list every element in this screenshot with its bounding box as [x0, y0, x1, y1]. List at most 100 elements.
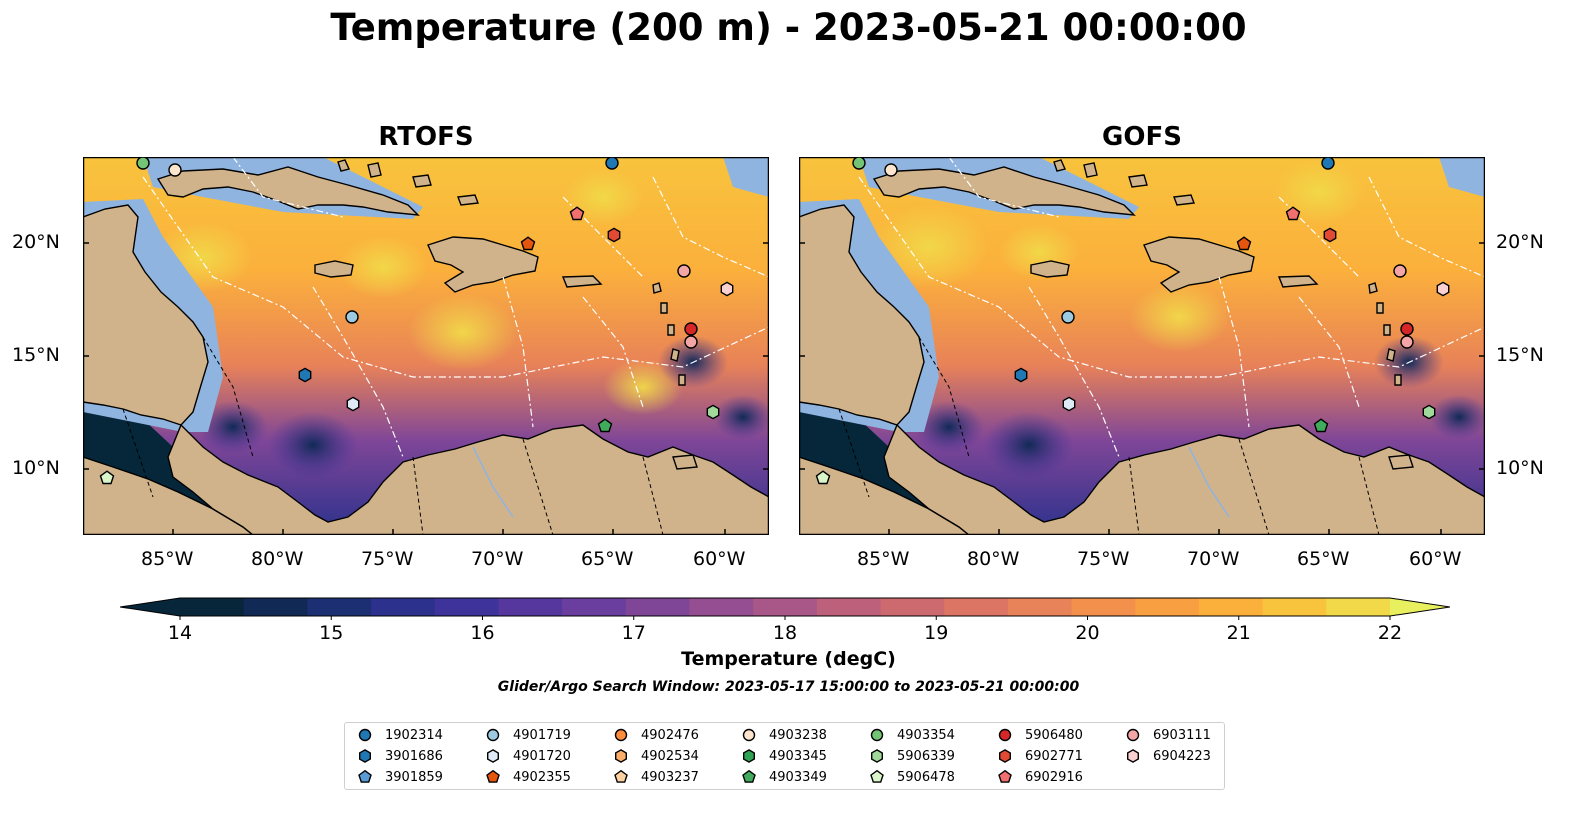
legend-circle-icon — [870, 728, 884, 742]
legend-marker-icon — [999, 749, 1012, 763]
float-marker — [569, 206, 585, 221]
float-marker — [1436, 281, 1450, 297]
legend-item: 6904223 — [1125, 746, 1211, 766]
legend-label: 6904223 — [1153, 748, 1211, 764]
legend-item: 1902314 — [357, 725, 443, 745]
x-tick-label-rtofs: 80°W — [251, 548, 304, 570]
float-marker — [684, 335, 698, 349]
float-marker — [706, 404, 720, 420]
legend-label: 4903349 — [769, 769, 827, 785]
float-marker — [1400, 322, 1414, 336]
float-marker — [99, 470, 115, 485]
legend-marker-icon — [742, 728, 756, 742]
legend-label: 5906339 — [897, 748, 955, 764]
float-marker — [605, 157, 619, 170]
x-tick-label-rtofs: 75°W — [361, 548, 414, 570]
float-marker — [815, 470, 831, 485]
x-tick-label-gofs: 70°W — [1187, 548, 1240, 570]
float-marker — [1285, 206, 1301, 221]
legend-label: 6902771 — [1025, 748, 1083, 764]
legend-marker-icon — [1127, 749, 1140, 763]
legend-label: 1902314 — [385, 727, 443, 743]
float-marker — [1061, 310, 1075, 324]
search-window-label: Glider/Argo Search Window: 2023-05-17 15… — [497, 679, 1080, 695]
legend-label: 4903237 — [641, 769, 699, 785]
legend-pentagon-icon — [870, 769, 884, 783]
legend-item: 3901686 — [357, 746, 443, 766]
legend-label: 4902476 — [641, 727, 699, 743]
colorbar-under-arrow — [120, 598, 180, 616]
float-marker — [345, 310, 359, 324]
legend-item: 5906480 — [997, 725, 1083, 745]
legend-item: 4903349 — [741, 767, 827, 787]
float-marker — [1313, 418, 1329, 433]
colorbar-tick-label: 21 — [1226, 622, 1251, 644]
legend-hexagon-icon — [743, 749, 756, 763]
legend-item: 4902534 — [613, 746, 699, 766]
legend-pentagon-icon — [742, 769, 756, 783]
float-marker — [684, 322, 698, 336]
float-marker — [1062, 396, 1076, 412]
float-marker — [1400, 335, 1414, 349]
legend-marker-icon — [998, 769, 1012, 783]
legend-item: 4903237 — [613, 767, 699, 787]
legend-item: 5906478 — [869, 767, 955, 787]
legend-pentagon-icon — [486, 769, 500, 783]
float-marker — [520, 236, 536, 251]
legend-item: 5906339 — [869, 746, 955, 766]
legend-item: 4902476 — [613, 725, 699, 745]
colorbar-tick-label: 15 — [319, 622, 344, 644]
legend-label: 4901719 — [513, 727, 571, 743]
legend-marker-icon — [487, 749, 500, 763]
legend-label: 5906478 — [897, 769, 955, 785]
legend-marker-icon — [359, 749, 372, 763]
legend-marker-icon — [486, 728, 500, 742]
legend-label: 6903111 — [1153, 727, 1211, 743]
float-marker — [884, 163, 898, 177]
colorbar-tick-label: 20 — [1075, 622, 1100, 644]
legend-marker-icon — [870, 769, 884, 783]
colorbar-tick-label: 22 — [1377, 622, 1403, 644]
legend-pentagon-icon — [358, 769, 372, 783]
legend-label: 5906480 — [1025, 727, 1083, 743]
float-marker — [677, 264, 691, 278]
colorbar-segment — [1135, 598, 1200, 616]
float-marker — [1323, 227, 1337, 243]
float-legend: 1902314 3901686 3901859 4901719 4901720 49023… — [344, 722, 1225, 790]
legend-circle-icon — [614, 728, 628, 742]
colorbar-segment — [689, 598, 754, 616]
float-marker — [1422, 404, 1436, 420]
colorbar-tick-label: 16 — [470, 622, 495, 644]
y-tick-label-right: 20°N — [1496, 231, 1544, 253]
legend-item: 4902355 — [485, 767, 571, 787]
legend-hexagon-icon — [487, 749, 500, 763]
colorbar-segment — [816, 598, 882, 616]
colorbar-segment — [625, 598, 690, 616]
float-marker — [597, 418, 613, 433]
colorbar-segment — [562, 598, 627, 616]
legend-marker-icon — [998, 728, 1012, 742]
colorbar-tick-label: 19 — [924, 622, 949, 644]
legend-label: 3901686 — [385, 748, 443, 764]
legend-hexagon-icon — [871, 749, 884, 763]
x-tick-label-gofs: 65°W — [1297, 548, 1350, 570]
float-marker — [607, 227, 621, 243]
x-tick-label-rtofs: 65°W — [581, 548, 634, 570]
colorbar-segment — [307, 598, 372, 616]
float-marker — [1014, 367, 1028, 383]
legend-label: 4903345 — [769, 748, 827, 764]
legend-circle-icon — [1126, 728, 1140, 742]
colorbar-segment — [243, 598, 308, 616]
x-tick-label-rtofs: 85°W — [141, 548, 194, 570]
float-marker — [136, 157, 150, 170]
legend-item: 4903238 — [741, 725, 827, 745]
legend-marker-icon — [1126, 728, 1140, 742]
y-tick-label-left: 15°N — [12, 344, 60, 366]
legend-marker-icon — [870, 728, 884, 742]
legend-label: 4901720 — [513, 748, 571, 764]
legend-pentagon-icon — [998, 769, 1012, 783]
x-tick-label-gofs: 80°W — [967, 548, 1020, 570]
y-tick-label-left: 20°N — [12, 231, 60, 253]
gofs-map — [799, 157, 1485, 535]
colorbar-segment — [434, 598, 499, 616]
